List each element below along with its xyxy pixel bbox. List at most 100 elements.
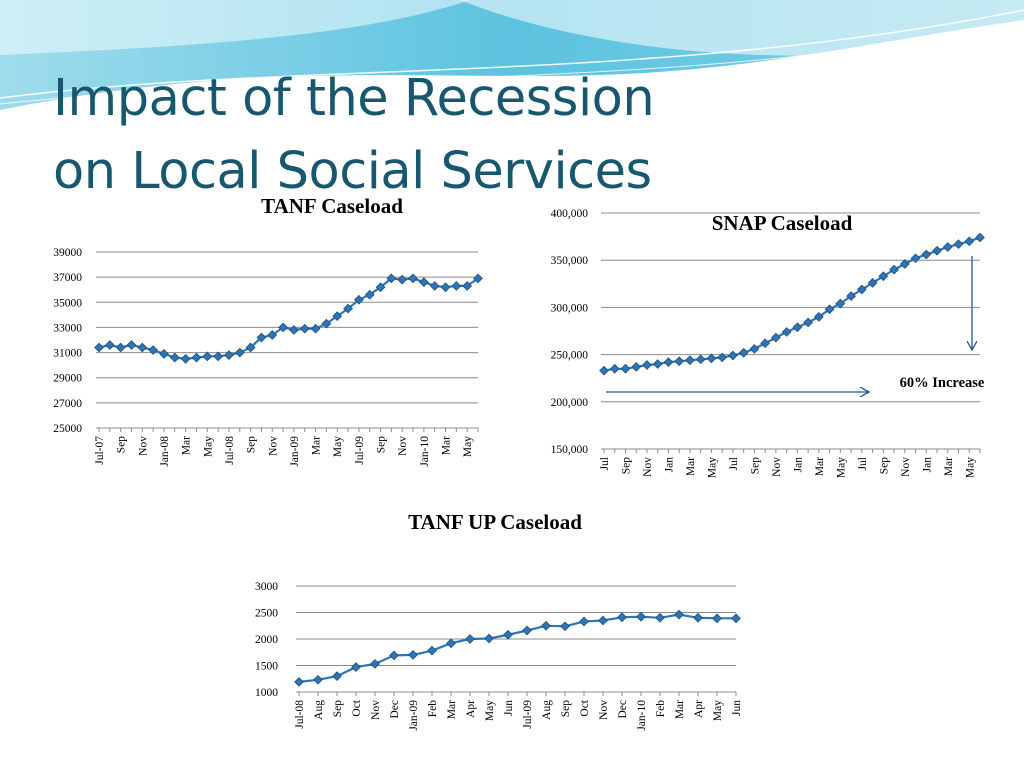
x-tick-label: Mar xyxy=(181,436,193,455)
data-point xyxy=(674,609,684,620)
data-point xyxy=(579,616,589,627)
x-tick-label: Jul-08 xyxy=(224,436,236,465)
y-tick-label: 39000 xyxy=(53,247,82,259)
data-point xyxy=(541,620,551,631)
data-point xyxy=(749,344,760,354)
x-tick-label: May xyxy=(484,700,496,721)
data-point xyxy=(313,674,323,685)
data-point xyxy=(191,352,202,363)
x-tick-label: Nov xyxy=(370,700,382,720)
data-point xyxy=(332,311,343,321)
data-point xyxy=(389,650,399,661)
slide-title-line-1: Impact of the Recession xyxy=(53,69,655,128)
x-tick-label: Mar xyxy=(311,436,323,455)
data-point xyxy=(522,625,532,636)
data-point xyxy=(771,332,781,343)
chart-title: TANF Caseload xyxy=(261,194,403,218)
x-tick-label: Jan xyxy=(792,457,804,473)
data-point xyxy=(294,677,304,687)
x-tick-label: Nov xyxy=(598,700,610,720)
data-point xyxy=(835,298,846,309)
data-point xyxy=(964,236,975,247)
data-point xyxy=(731,613,741,624)
data-point xyxy=(803,317,813,328)
x-tick-label: Jan-09 xyxy=(289,436,301,467)
x-tick-label: Dec xyxy=(617,700,629,719)
x-tick-label: Nov xyxy=(267,436,279,456)
data-point xyxy=(781,327,792,337)
data-point xyxy=(663,357,674,368)
x-tick-label: Nov xyxy=(397,436,409,456)
y-tick-label: 3000 xyxy=(255,581,278,593)
data-point xyxy=(451,281,462,291)
slide-title-line-2: on Local Social Services xyxy=(53,142,652,201)
data-point xyxy=(169,352,180,363)
y-tick-label: 29000 xyxy=(53,373,82,385)
y-tick-label: 2000 xyxy=(255,634,278,646)
data-point xyxy=(213,351,223,362)
data-point xyxy=(975,232,985,243)
x-tick-label: Mar xyxy=(441,436,453,455)
data-point xyxy=(364,289,375,300)
x-tick-label: Nov xyxy=(771,457,783,477)
data-point xyxy=(695,354,706,365)
x-tick-label: Feb xyxy=(655,700,667,718)
x-tick-label: Mar xyxy=(943,457,955,476)
x-tick-label: Jul-09 xyxy=(354,436,366,465)
data-point xyxy=(473,273,483,284)
data-point xyxy=(343,303,353,314)
x-tick-label: Jul xyxy=(857,457,869,470)
x-tick-label: Dec xyxy=(389,700,401,719)
data-point xyxy=(899,259,910,269)
x-tick-label: Sep xyxy=(116,436,128,454)
data-point xyxy=(921,249,932,260)
data-point xyxy=(642,360,652,370)
x-tick-label: Sep xyxy=(620,457,632,475)
x-tick-label: Sep xyxy=(878,457,890,475)
slide-title: Impact of the Recession on Local Social … xyxy=(53,62,655,208)
chart-title: SNAP Caseload xyxy=(712,211,853,235)
data-point xyxy=(159,348,169,359)
y-tick-label: 31000 xyxy=(53,348,82,360)
y-tick-label: 300,000 xyxy=(551,302,589,314)
y-tick-label: 33000 xyxy=(53,322,82,334)
data-point xyxy=(706,353,717,364)
x-tick-label: Aug xyxy=(313,700,325,720)
data-point xyxy=(867,277,878,288)
x-tick-label: Sep xyxy=(246,436,258,454)
x-tick-label: Jan-09 xyxy=(408,700,420,731)
data-point xyxy=(224,350,234,360)
x-tick-label: Apr xyxy=(693,700,705,718)
header-swoosh-decoration xyxy=(0,0,1024,110)
y-tick-label: 1500 xyxy=(255,661,278,673)
data-point xyxy=(878,271,889,282)
x-tick-label: Feb xyxy=(427,700,439,718)
data-point xyxy=(408,650,418,660)
data-point xyxy=(693,612,703,623)
y-tick-label: 200,000 xyxy=(551,397,589,409)
data-point xyxy=(386,273,397,284)
x-tick-label: Jul-09 xyxy=(522,700,534,729)
y-tick-label: 25000 xyxy=(53,423,82,435)
data-point xyxy=(620,363,631,374)
data-point xyxy=(370,659,380,669)
x-tick-label: Oct xyxy=(579,699,591,716)
data-point xyxy=(256,332,267,343)
data-point xyxy=(354,294,364,305)
x-tick-label: Jul xyxy=(599,457,611,470)
x-tick-label: Sep xyxy=(332,700,344,718)
x-tick-label: May xyxy=(964,457,976,478)
y-tick-label: 2500 xyxy=(255,608,278,620)
data-point xyxy=(856,284,867,295)
data-point xyxy=(598,615,608,626)
x-tick-label: May xyxy=(462,436,474,457)
data-point xyxy=(104,340,115,350)
x-tick-label: May xyxy=(202,436,214,457)
data-point xyxy=(484,633,494,644)
data-point xyxy=(824,304,835,315)
data-point xyxy=(137,342,148,353)
data-point xyxy=(655,612,665,623)
data-point xyxy=(332,671,342,681)
